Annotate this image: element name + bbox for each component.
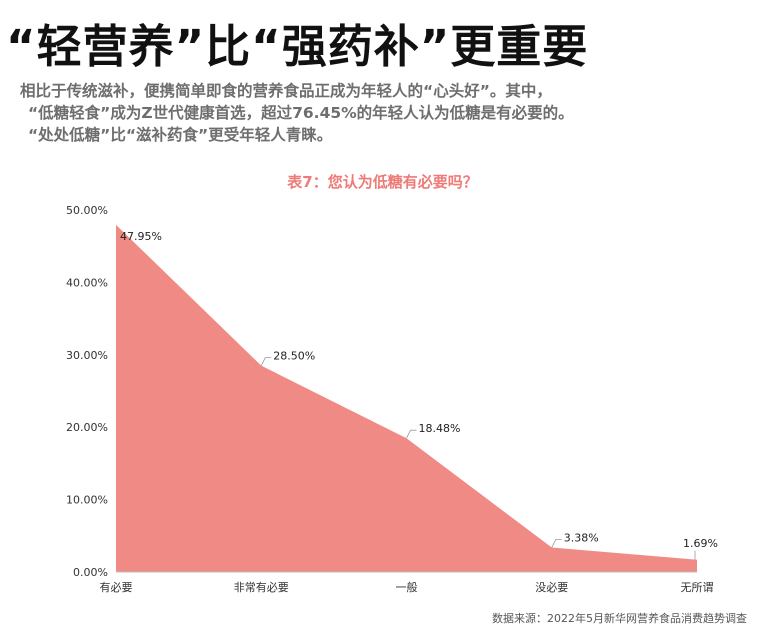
- data-label-leader: [406, 429, 417, 439]
- x-tick-label: 没必要: [535, 581, 568, 594]
- y-tick-label: 20.00%: [66, 421, 108, 434]
- y-tick-label: 0.00%: [73, 566, 108, 579]
- headline: “轻营养”比“强药补”更重要: [6, 20, 589, 73]
- data-label-leader: [260, 357, 272, 366]
- area-series: [116, 224, 697, 573]
- y-tick-label: 10.00%: [66, 494, 108, 507]
- x-tick-label: 一般: [396, 581, 418, 594]
- y-tick-label: 50.00%: [66, 204, 108, 217]
- data-label: 28.50%: [273, 350, 315, 363]
- y-tick-label: 40.00%: [66, 276, 108, 289]
- data-label-leader: [551, 539, 562, 548]
- data-label: 18.48%: [419, 422, 461, 435]
- x-tick-label: 有必要: [100, 580, 133, 594]
- data-label: 3.38%: [564, 532, 599, 545]
- intro-paragraph: 相比于传统滋补，便携简单即食的营养食品正成为年轻人的“心头好”。其中， “低糖轻…: [20, 80, 760, 146]
- y-tick-label: 30.00%: [66, 349, 108, 362]
- source-note: 数据来源：2022年5月新华网营养食品消费趋势调查: [492, 612, 747, 625]
- data-label: 1.69%: [683, 537, 718, 550]
- chart-title: 表7：您认为低糖有必要吗？: [287, 173, 478, 191]
- x-tick-label: 无所谓: [681, 581, 714, 594]
- intro-line-3: “处处低糖”比“滋补药食”更受年轻人青睐。: [28, 126, 333, 144]
- intro-line-1: 相比于传统滋补，便携简单即食的营养食品正成为年轻人的“心头好”。其中，: [20, 82, 552, 100]
- x-tick-label: 非常有必要: [234, 580, 289, 594]
- intro-line-2: “低糖轻食”成为Z世代健康首选，超过76.45%的年轻人认为低糖是有必要的。: [28, 104, 574, 122]
- data-label: 47.95%: [120, 230, 162, 243]
